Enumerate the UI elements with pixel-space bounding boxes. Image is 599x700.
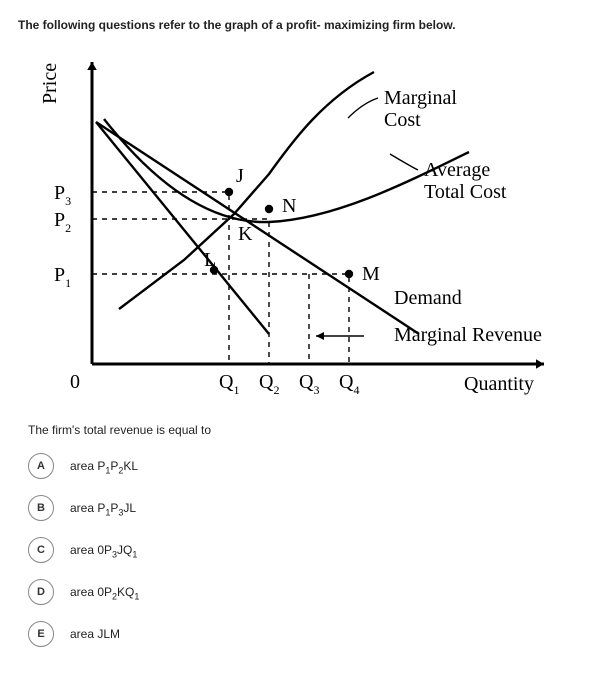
svg-text:0: 0 xyxy=(70,371,80,393)
svg-text:Q2: Q2 xyxy=(259,371,279,397)
sub-question: The firm's total revenue is equal to xyxy=(28,423,581,437)
svg-text:Q1: Q1 xyxy=(219,371,239,397)
option-text: area P1P3JL xyxy=(70,501,136,515)
answer-option-a[interactable]: Aarea P1P2KL xyxy=(28,453,581,479)
svg-text:P2: P2 xyxy=(54,209,71,235)
svg-text:J: J xyxy=(236,165,244,187)
svg-text:N: N xyxy=(282,195,296,217)
svg-text:P1: P1 xyxy=(54,264,71,290)
svg-text:L: L xyxy=(204,249,216,271)
answer-options: Aarea P1P2KL Barea P1P3JL Carea 0P3JQ1 Dare… xyxy=(28,453,581,647)
option-text: area 0P3JQ1 xyxy=(70,543,137,557)
svg-text:Total Cost: Total Cost xyxy=(424,181,507,203)
svg-text:Marginal Revenue: Marginal Revenue xyxy=(394,324,542,346)
svg-text:Cost: Cost xyxy=(384,109,421,131)
option-letter: D xyxy=(28,579,54,605)
option-letter: C xyxy=(28,537,54,563)
svg-text:Demand: Demand xyxy=(394,287,462,309)
svg-text:Q3: Q3 xyxy=(299,371,319,397)
answer-option-d[interactable]: Darea 0P2KQ1 xyxy=(28,579,581,605)
svg-text:Marginal: Marginal xyxy=(384,87,457,109)
answer-option-c[interactable]: Carea 0P3JQ1 xyxy=(28,537,581,563)
svg-text:Price: Price xyxy=(39,63,61,104)
option-text: area JLM xyxy=(70,627,120,641)
option-letter: B xyxy=(28,495,54,521)
option-letter: E xyxy=(28,621,54,647)
svg-text:Q4: Q4 xyxy=(339,371,359,397)
answer-option-e[interactable]: Earea JLM xyxy=(28,621,581,647)
question-title: The following questions refer to the gra… xyxy=(18,18,581,32)
answer-option-b[interactable]: Barea P1P3JL xyxy=(28,495,581,521)
svg-text:K: K xyxy=(238,223,253,245)
svg-text:M: M xyxy=(362,263,380,285)
svg-text:Quantity: Quantity xyxy=(464,373,534,395)
option-letter: A xyxy=(28,453,54,479)
svg-text:P3: P3 xyxy=(54,182,71,208)
option-text: area P1P2KL xyxy=(70,459,138,473)
svg-text:Average: Average xyxy=(424,159,490,181)
option-text: area 0P2KQ1 xyxy=(70,585,139,599)
economics-graph: Price Quantity 0 P3P2 P1 Q1 Q2 Q3 Q4 MarginalCost… xyxy=(24,44,581,409)
